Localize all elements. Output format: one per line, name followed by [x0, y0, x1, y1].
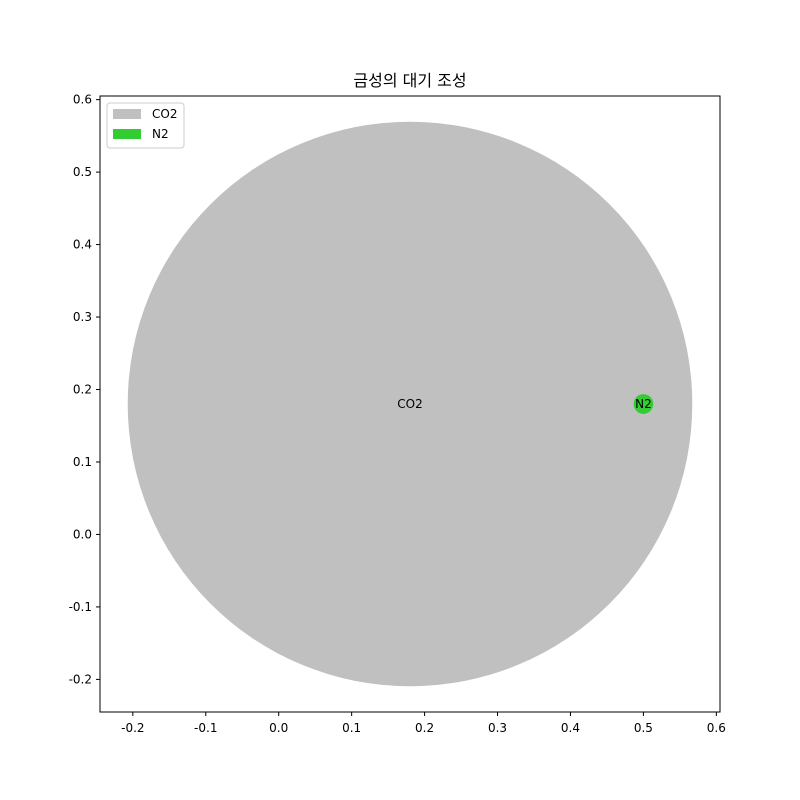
y-tick-label: 0.2	[73, 383, 92, 397]
x-tick-label: 0.2	[415, 721, 434, 735]
n2-legend-label: N2	[152, 127, 169, 141]
y-tick-label: 0.0	[73, 527, 92, 541]
y-axis: -0.2 -0.1 0.0 0.1 0.2 0.3 0.4 0.5 0.6	[69, 93, 100, 686]
n2-data-label: N2	[635, 397, 652, 411]
y-tick-label: 0.1	[73, 455, 92, 469]
data-labels: CO2 N2	[397, 397, 651, 411]
y-tick-label: 0.5	[73, 165, 92, 179]
x-tick-label: 0.4	[561, 721, 580, 735]
x-tick-label: 0.0	[269, 721, 288, 735]
x-tick-label: 0.3	[488, 721, 507, 735]
co2-bubble	[127, 121, 693, 687]
x-tick-label: -0.1	[194, 721, 217, 735]
plot-marks	[127, 121, 693, 687]
plot-frame	[99, 95, 721, 713]
x-axis: -0.2 -0.1 0.0 0.1 0.2 0.3 0.4 0.5 0.6	[121, 712, 726, 735]
y-tick-label: 0.4	[73, 238, 92, 252]
n2-bubble	[633, 394, 654, 414]
x-tick-label: 0.1	[342, 721, 361, 735]
co2-data-label: CO2	[397, 397, 422, 411]
y-tick-label: 0.3	[73, 310, 92, 324]
x-tick-label: 0.6	[707, 721, 726, 735]
n2-legend-swatch	[113, 129, 141, 139]
co2-legend-swatch	[113, 109, 141, 119]
co2-legend-label: CO2	[152, 107, 177, 121]
x-tick-label: 0.5	[634, 721, 653, 735]
y-tick-label: 0.6	[73, 93, 92, 107]
chart-title: 금성의 대기 조성	[353, 71, 466, 90]
y-tick-label: -0.2	[69, 672, 92, 686]
y-tick-label: -0.1	[69, 600, 92, 614]
x-tick-label: -0.2	[121, 721, 144, 735]
